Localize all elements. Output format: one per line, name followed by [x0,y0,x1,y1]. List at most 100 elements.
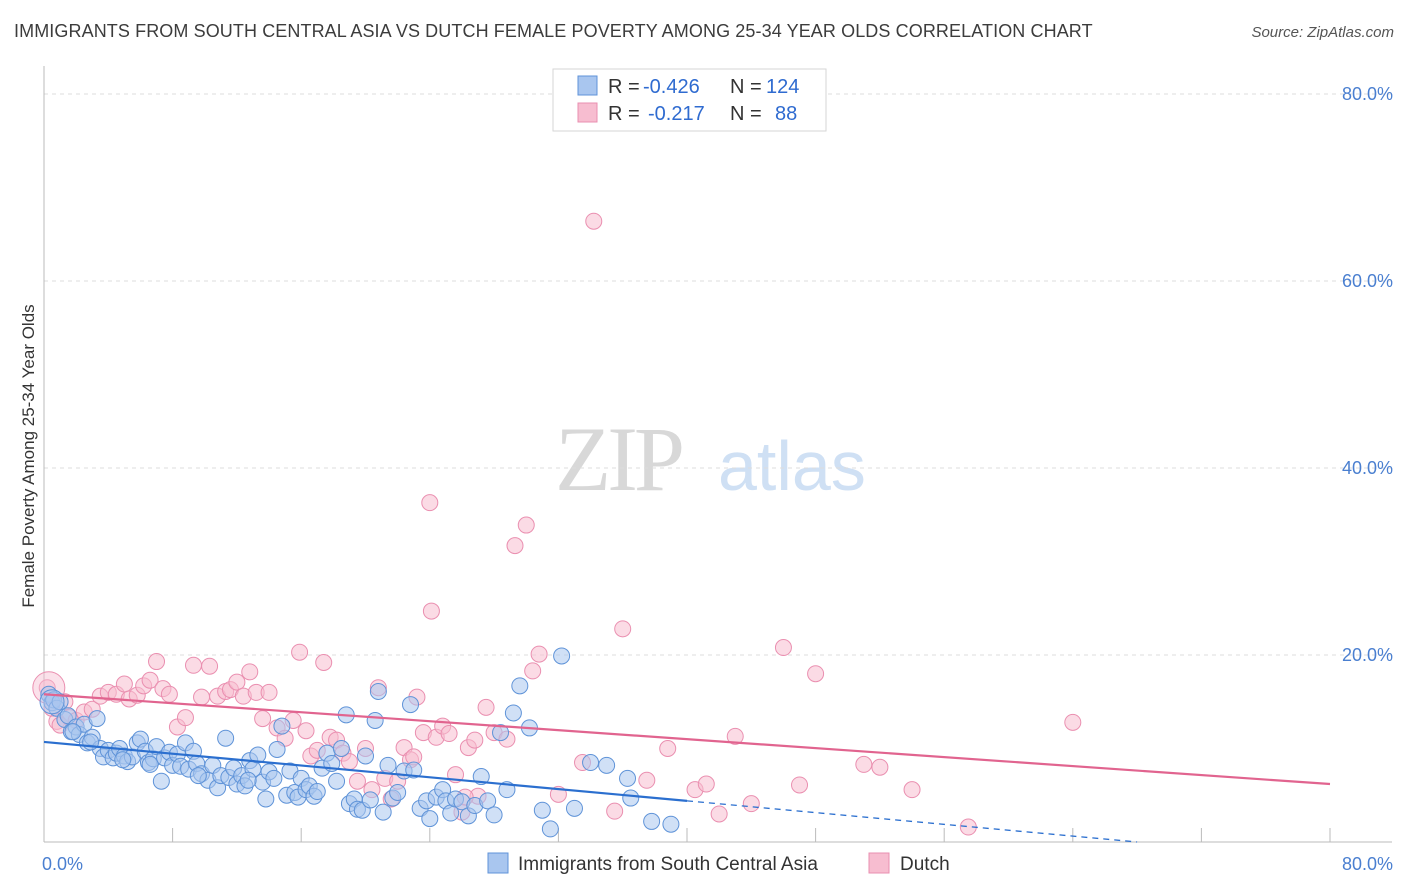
south-central-asia-point [553,647,571,665]
south-central-asia-point [366,711,384,729]
y-tick-label: 60.0% [1342,271,1393,291]
south-central-asia-point [369,682,387,700]
south-central-asia-point [405,761,423,779]
dutch-point [517,516,535,534]
south-central-asia-point [328,772,346,790]
chart-title: IMMIGRANTS FROM SOUTH CENTRAL ASIA VS DU… [14,21,1093,41]
south-central-asia-trend-extension [686,800,1138,843]
bottom-legend: Immigrants from South Central Asia Dutch [487,852,950,875]
south-central-asia-point [64,723,82,741]
south-central-asia-point [492,724,510,742]
dutch-point [348,772,366,790]
dutch-point [260,683,278,701]
south-central-asia-point [582,754,600,772]
x-tick-label-min: 0.0% [42,854,83,874]
south-central-asia-point [357,747,374,765]
legend-r-value-2: -0.217 [648,103,705,125]
dutch-point [115,675,133,693]
south-central-asia-point [511,677,529,695]
south-central-asia-point [273,717,291,735]
y-axis-title: Female Poverty Among 25-34 Year Olds [19,304,38,607]
south-central-asia-point [257,790,275,808]
dutch-point [585,212,603,230]
trend-lines [43,693,1331,843]
dutch-point [241,663,259,681]
legend-r-value-1: -0.426 [643,76,700,98]
dutch-point [291,643,309,661]
bottom-legend-swatch-blue [487,852,509,874]
south-central-asia-point [189,767,207,785]
dutch-point [710,805,728,823]
dutch-point [297,722,315,740]
dutch-point [903,781,921,799]
legend-box [552,68,827,132]
south-central-asia-point [249,746,267,764]
dutch-point [791,776,809,794]
watermark-atlas: atlas [718,427,866,505]
dutch-point [160,685,178,703]
dutch-point [871,758,889,776]
south-central-asia-points [39,647,680,838]
dutch-point [466,731,484,749]
south-central-asia-point [114,751,132,769]
south-central-asia-point [598,756,616,774]
south-central-asia-point-cluster [39,689,65,715]
legend: R = -0.426 N = 124 R = -0.217 N = 88 [552,68,827,132]
dutch-point [201,657,219,675]
dutch-point [184,656,202,674]
dutch-point [228,673,246,691]
south-central-asia-point [421,810,439,828]
dutch-point [506,537,524,555]
south-central-asia-point [152,772,170,790]
south-central-asia-point [239,771,257,789]
dutch-point [697,775,715,793]
x-tick-label-max: 80.0% [1342,854,1393,874]
dutch-point [1064,713,1082,731]
dutch-point [176,709,194,727]
south-central-asia-point [379,756,397,774]
chart-source: Source: ZipAtlas.com [1251,24,1394,41]
bottom-legend-label-pink: Dutch [900,854,950,875]
dutch-point [421,494,439,512]
dutch-point [141,671,159,689]
south-central-asia-point [361,791,379,809]
south-central-asia-point [479,792,497,810]
watermark-zip: ZIP [555,408,682,510]
dutch-point [254,710,272,728]
south-central-asia-point [622,789,640,807]
south-central-asia-point [402,696,420,714]
legend-r-label-1: R = [608,76,640,98]
dutch-point [606,802,624,820]
legend-n-value-1: 124 [766,76,799,98]
y-tick-label: 40.0% [1342,458,1393,478]
dutch-point [726,727,744,745]
south-central-asia-point [88,710,106,728]
dutch-point [530,645,548,663]
south-central-asia-point [504,704,522,722]
south-central-asia-point [541,820,559,838]
south-central-asia-point [662,815,680,833]
south-central-asia-point [141,755,159,773]
dutch-point [614,620,632,638]
bottom-legend-swatch-pink [868,852,890,874]
y-tick-label: 20.0% [1342,645,1393,665]
dutch-point [638,771,656,789]
y-tick-label: 80.0% [1342,84,1393,104]
south-central-asia-point [265,769,283,787]
dutch-point [742,795,760,813]
legend-n-label-1: N = [730,76,762,98]
south-central-asia-point [619,769,637,787]
dutch-point [440,725,458,743]
legend-r-label-2: R = [608,103,640,125]
dutch-point [193,688,211,706]
legend-n-value-2: 88 [775,103,797,125]
legend-swatch-blue [577,75,598,96]
south-central-asia-point [332,740,350,758]
legend-n-label-2: N = [730,103,762,125]
south-central-asia-trend-line [43,740,688,802]
dutch-point [422,602,440,620]
dutch-point [855,755,873,773]
south-central-asia-point [374,803,392,821]
bottom-legend-label-blue: Immigrants from South Central Asia [518,854,818,875]
